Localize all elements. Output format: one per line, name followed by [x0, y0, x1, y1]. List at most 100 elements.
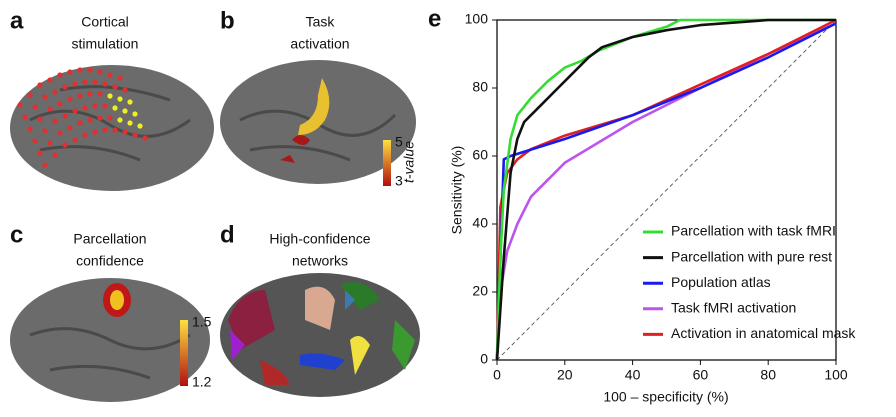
y-tick-label: 40: [472, 215, 488, 231]
colorbar-tick: 1.5: [192, 314, 212, 330]
stim-dot: [37, 116, 43, 122]
stim-dot: [127, 120, 133, 126]
panel-letter: e: [428, 5, 441, 32]
colorbar-tick: 5: [395, 134, 403, 150]
stim-dot: [122, 129, 128, 135]
stim-dot: [47, 140, 53, 146]
stim-dot: [102, 127, 108, 133]
stim-dot: [92, 103, 98, 109]
x-tick-label: 100: [824, 367, 848, 383]
y-tick-label: 20: [472, 283, 488, 299]
stim-dot: [102, 103, 108, 109]
stim-dot: [132, 132, 138, 138]
stim-dot: [117, 117, 123, 123]
stim-dot: [62, 113, 68, 119]
stim-dot: [52, 118, 58, 124]
series-line: [495, 18, 836, 361]
stim-dot: [67, 96, 73, 102]
stim-dot: [37, 82, 43, 88]
stim-dot: [57, 130, 63, 136]
y-axis-label: Sensitivity (%): [449, 146, 465, 235]
colorbar-tick: 1.2: [192, 374, 212, 390]
panel-title: stimulation: [72, 36, 139, 52]
stim-dot: [32, 104, 38, 110]
y-tick-label: 60: [472, 147, 488, 163]
stim-dot: [82, 132, 88, 138]
stim-dot: [27, 92, 33, 98]
stim-dot: [107, 72, 113, 78]
colorbar-label: t-value: [401, 141, 417, 183]
stim-dot: [97, 91, 103, 97]
stim-dot: [92, 79, 98, 85]
panel-letter: a: [10, 7, 24, 34]
legend-label: Population atlas: [671, 274, 771, 290]
stim-dot: [27, 126, 33, 132]
stim-dot: [67, 69, 73, 75]
stim-dot: [47, 106, 53, 112]
legend-label: Parcellation with task fMRI: [671, 223, 836, 239]
panel-letter: d: [220, 221, 235, 248]
colorbar: [180, 320, 188, 386]
stim-dot: [97, 115, 103, 121]
panel-title: confidence: [76, 253, 144, 269]
stim-dot: [87, 91, 93, 97]
series-line: [495, 22, 837, 361]
stim-dot: [87, 67, 93, 73]
colorbar: [383, 140, 391, 186]
stim-dot: [77, 67, 83, 73]
stim-dot: [137, 123, 143, 129]
y-tick-label: 80: [472, 79, 488, 95]
stim-dot: [42, 162, 48, 168]
x-tick-label: 80: [760, 367, 776, 383]
stim-dot: [122, 87, 128, 93]
stim-dot: [117, 75, 123, 81]
stim-dot: [57, 101, 63, 107]
panel-title: Task: [306, 14, 336, 30]
stim-dot: [112, 105, 118, 111]
x-tick-label: 60: [693, 367, 709, 383]
stim-dot: [52, 89, 58, 95]
stim-dot: [107, 93, 113, 99]
stim-dot: [37, 150, 43, 156]
brain-d: [220, 273, 420, 397]
stim-dot: [122, 108, 128, 114]
panel-title: networks: [292, 253, 348, 269]
plot-frame: [496, 19, 837, 361]
stim-dot: [112, 84, 118, 90]
legend-label: Parcellation with pure rest: [671, 248, 832, 264]
reference-diagonal: [496, 19, 837, 361]
panel-letter: c: [10, 221, 23, 248]
y-tick-label: 100: [465, 11, 489, 27]
panel-title: activation: [290, 36, 349, 52]
stim-dot: [57, 72, 63, 78]
stim-dot: [77, 120, 83, 126]
series-line: [495, 18, 836, 361]
legend-label: Task fMRI activation: [671, 300, 796, 316]
stim-dot: [117, 96, 123, 102]
stim-dot: [87, 117, 93, 123]
x-axis-label: 100 – specificity (%): [603, 389, 728, 405]
stim-dot: [102, 81, 108, 87]
stim-dot: [142, 135, 148, 141]
stim-dot: [82, 79, 88, 85]
stim-dot: [22, 114, 28, 120]
stim-dot: [72, 81, 78, 87]
stim-dot: [112, 127, 118, 133]
stim-dot: [77, 93, 83, 99]
stim-dot: [52, 152, 58, 158]
stim-dot: [97, 69, 103, 75]
stim-dot: [67, 125, 73, 131]
panel-title: Cortical: [81, 14, 128, 30]
x-tick-label: 40: [625, 367, 641, 383]
stim-dot: [32, 138, 38, 144]
colorbar-tick: 3: [395, 173, 403, 189]
stim-dot: [42, 94, 48, 100]
x-tick-label: 20: [557, 367, 573, 383]
panel-title: Parcellation: [73, 231, 146, 247]
stim-dot: [47, 77, 53, 83]
stim-dot: [72, 108, 78, 114]
legend-label: Activation in anatomical mask: [671, 325, 856, 341]
brain-c: [10, 278, 210, 402]
brain-b: [220, 60, 416, 184]
stim-dot: [62, 142, 68, 148]
